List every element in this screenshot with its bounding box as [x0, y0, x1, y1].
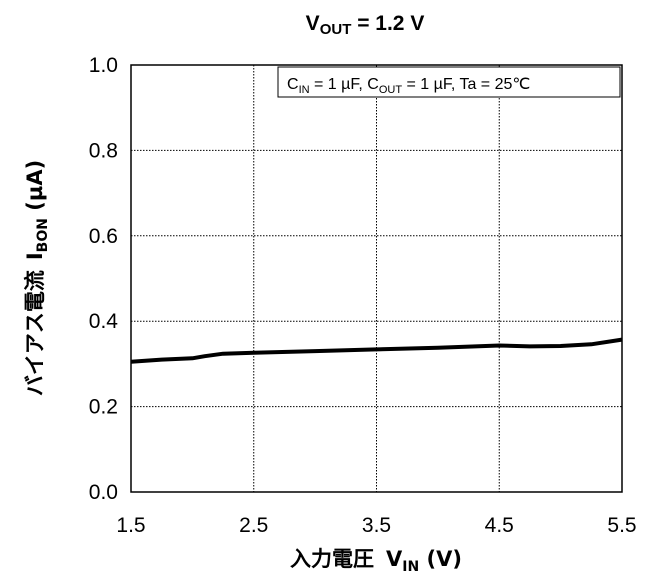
x-tick-label: 2.5	[239, 514, 268, 537]
title-subscript: OUT	[320, 21, 352, 38]
series-layer	[130, 337, 623, 364]
x-tick-label: 4.5	[485, 514, 514, 537]
y-tick-label: 0.6	[89, 225, 118, 248]
y-axis-title: バイアス電流 IBON (µA)	[23, 160, 51, 396]
y-axis-title-subscript: BON	[35, 218, 51, 252]
x-tick-label: 1.5	[116, 514, 145, 537]
x-axis-title-subscript: IN	[402, 559, 419, 574]
y-tick-label: 0.8	[89, 139, 118, 162]
y-tick-label: 1.0	[89, 54, 118, 77]
plot-area	[130, 64, 623, 493]
y-axis-title-unit: (µA)	[23, 160, 47, 218]
condition-subscript: OUT	[379, 84, 403, 96]
condition-segment: = 1 µF, C	[310, 76, 379, 93]
y-tick-label: 0.2	[89, 396, 118, 419]
y-tick-label: 0.0	[89, 481, 118, 504]
series-line-1	[130, 337, 623, 364]
x-axis-title-symbol: V	[386, 547, 403, 571]
condition-text: CIN = 1 µF, COUT = 1 µF, Ta = 25℃	[287, 76, 530, 96]
x-axis-title: 入力電圧 VIN (V)	[290, 547, 462, 574]
y-axis-title-symbol: I	[23, 252, 47, 260]
x-tick-label: 3.5	[362, 514, 391, 537]
condition-box	[277, 66, 621, 98]
condition-segment: = 1 µF, Ta = 25℃	[402, 76, 530, 93]
gridlines	[131, 65, 622, 492]
x-axis-title-unit: (V)	[419, 547, 462, 571]
x-tick-labels: 1.5 2.5 3.5 4.5 5.5	[116, 514, 636, 537]
chart-title: VOUT = 1.2 V	[306, 12, 425, 38]
title-symbol: V	[306, 12, 320, 35]
condition-segment: C	[287, 76, 299, 93]
title-value: = 1.2 V	[351, 12, 424, 35]
x-tick-label: 5.5	[607, 514, 636, 537]
condition-subscript: IN	[299, 84, 310, 96]
y-axis-title-jp: バイアス電流	[23, 270, 47, 396]
x-axis-title-jp: 入力電圧	[290, 547, 374, 571]
y-tick-label: 0.4	[89, 310, 119, 333]
y-tick-labels: 0.0 0.2 0.4 0.6 0.8 1.0	[89, 54, 119, 504]
